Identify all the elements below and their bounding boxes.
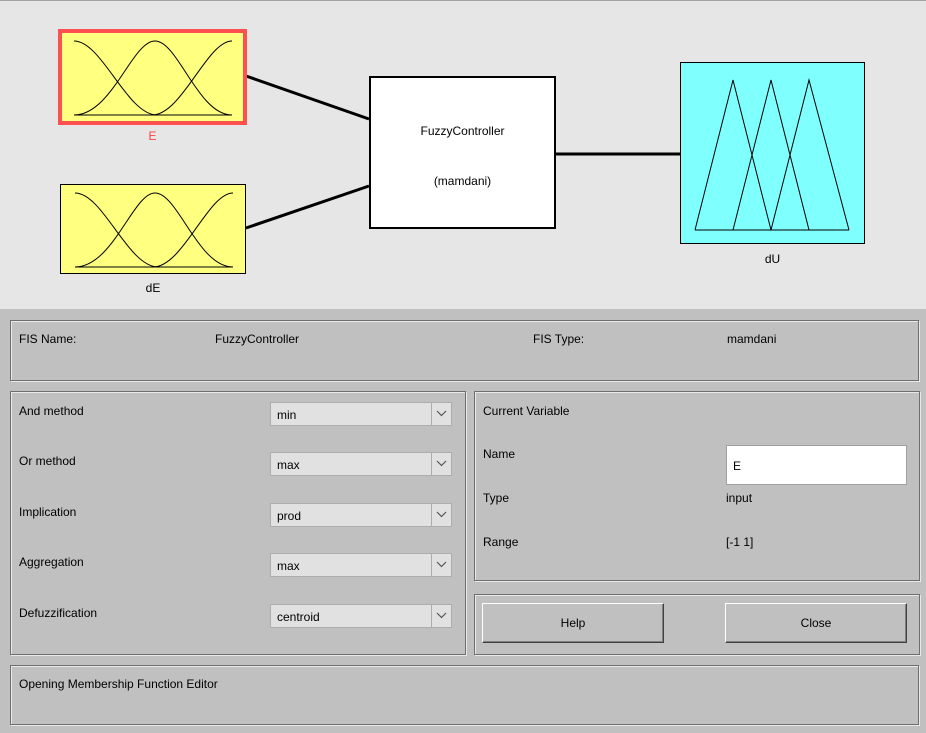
mf-triangle — [732, 79, 810, 231]
fis-type-label: FIS Type: — [533, 332, 585, 346]
fis-system-name: FuzzyController — [420, 124, 505, 138]
input-de-mf-plot — [74, 192, 234, 268]
defuzzification-value: centroid — [277, 610, 320, 624]
chevron-down-icon[interactable] — [431, 554, 451, 576]
chevron-down-icon[interactable] — [431, 504, 451, 526]
implication-dropdown[interactable]: prod — [270, 503, 452, 527]
variable-range-value: [-1 1] — [726, 535, 754, 549]
and-method-dropdown[interactable]: min — [270, 402, 452, 426]
chevron-down-icon[interactable] — [431, 403, 451, 425]
output-du-mf-plot — [694, 78, 850, 231]
chevron-down-icon[interactable] — [431, 605, 451, 627]
output-du-label: dU — [764, 252, 781, 266]
connector-e — [245, 74, 370, 121]
output-du-block[interactable] — [680, 62, 865, 244]
variable-name-field[interactable]: E — [726, 445, 907, 485]
buttons-panel — [474, 594, 920, 655]
methods-panel — [10, 391, 466, 655]
fis-system-block[interactable]: FuzzyController (mamdani) — [369, 76, 556, 229]
input-e-block[interactable] — [58, 29, 247, 125]
variable-type-value: input — [726, 491, 753, 505]
mf-curve — [75, 192, 234, 268]
mf-curve — [73, 40, 233, 116]
status-text: Opening Membership Function Editor — [19, 677, 218, 691]
close-button[interactable]: Close — [725, 603, 907, 643]
input-de-label: dE — [145, 281, 161, 295]
aggregation-dropdown[interactable]: max — [270, 553, 452, 577]
current-variable-title: Current Variable — [483, 404, 570, 418]
connector-lines — [245, 74, 680, 230]
mf-curve — [73, 40, 232, 116]
or-method-dropdown[interactable]: max — [270, 452, 452, 476]
mf-curve — [74, 192, 233, 268]
implication-label: Implication — [19, 505, 77, 519]
mf-curve — [74, 40, 233, 116]
current-variable-panel — [474, 391, 920, 581]
and-method-value: min — [277, 408, 297, 422]
aggregation-value: max — [277, 559, 300, 573]
aggregation-label: Aggregation — [19, 555, 84, 569]
fis-type-value: mamdani — [727, 332, 777, 346]
defuzzification-dropdown[interactable]: centroid — [270, 604, 452, 628]
input-e-mf-plot — [73, 40, 233, 116]
status-panel: Opening Membership Function Editor — [10, 665, 919, 725]
or-method-label: Or method — [19, 454, 76, 468]
implication-value: prod — [277, 509, 302, 523]
mf-triangle — [694, 79, 772, 231]
fis-name-value: FuzzyController — [215, 332, 300, 346]
input-e-label: E — [148, 129, 157, 143]
input-de-block[interactable] — [60, 184, 246, 274]
help-button[interactable]: Help — [482, 603, 664, 643]
fis-name-label: FIS Name: — [19, 332, 77, 346]
fis-info-panel: FIS Name: FuzzyController FIS Type: mamd… — [10, 320, 919, 381]
fis-system-type: (mamdani) — [433, 174, 492, 188]
defuzzification-label: Defuzzification — [19, 606, 98, 620]
chevron-down-icon[interactable] — [431, 453, 451, 475]
or-method-value: max — [277, 458, 300, 472]
variable-name-value: E — [733, 459, 742, 473]
variable-range-label: Range — [483, 535, 519, 549]
connector-de — [245, 184, 370, 230]
mf-curve — [74, 192, 234, 268]
fis-diagram: E dE FuzzyController (mamdani) dU — [0, 0, 926, 309]
and-method-label: And method — [19, 404, 84, 418]
variable-name-label: Name — [483, 447, 516, 461]
mf-triangle — [770, 78, 850, 231]
variable-type-label: Type — [483, 491, 510, 505]
